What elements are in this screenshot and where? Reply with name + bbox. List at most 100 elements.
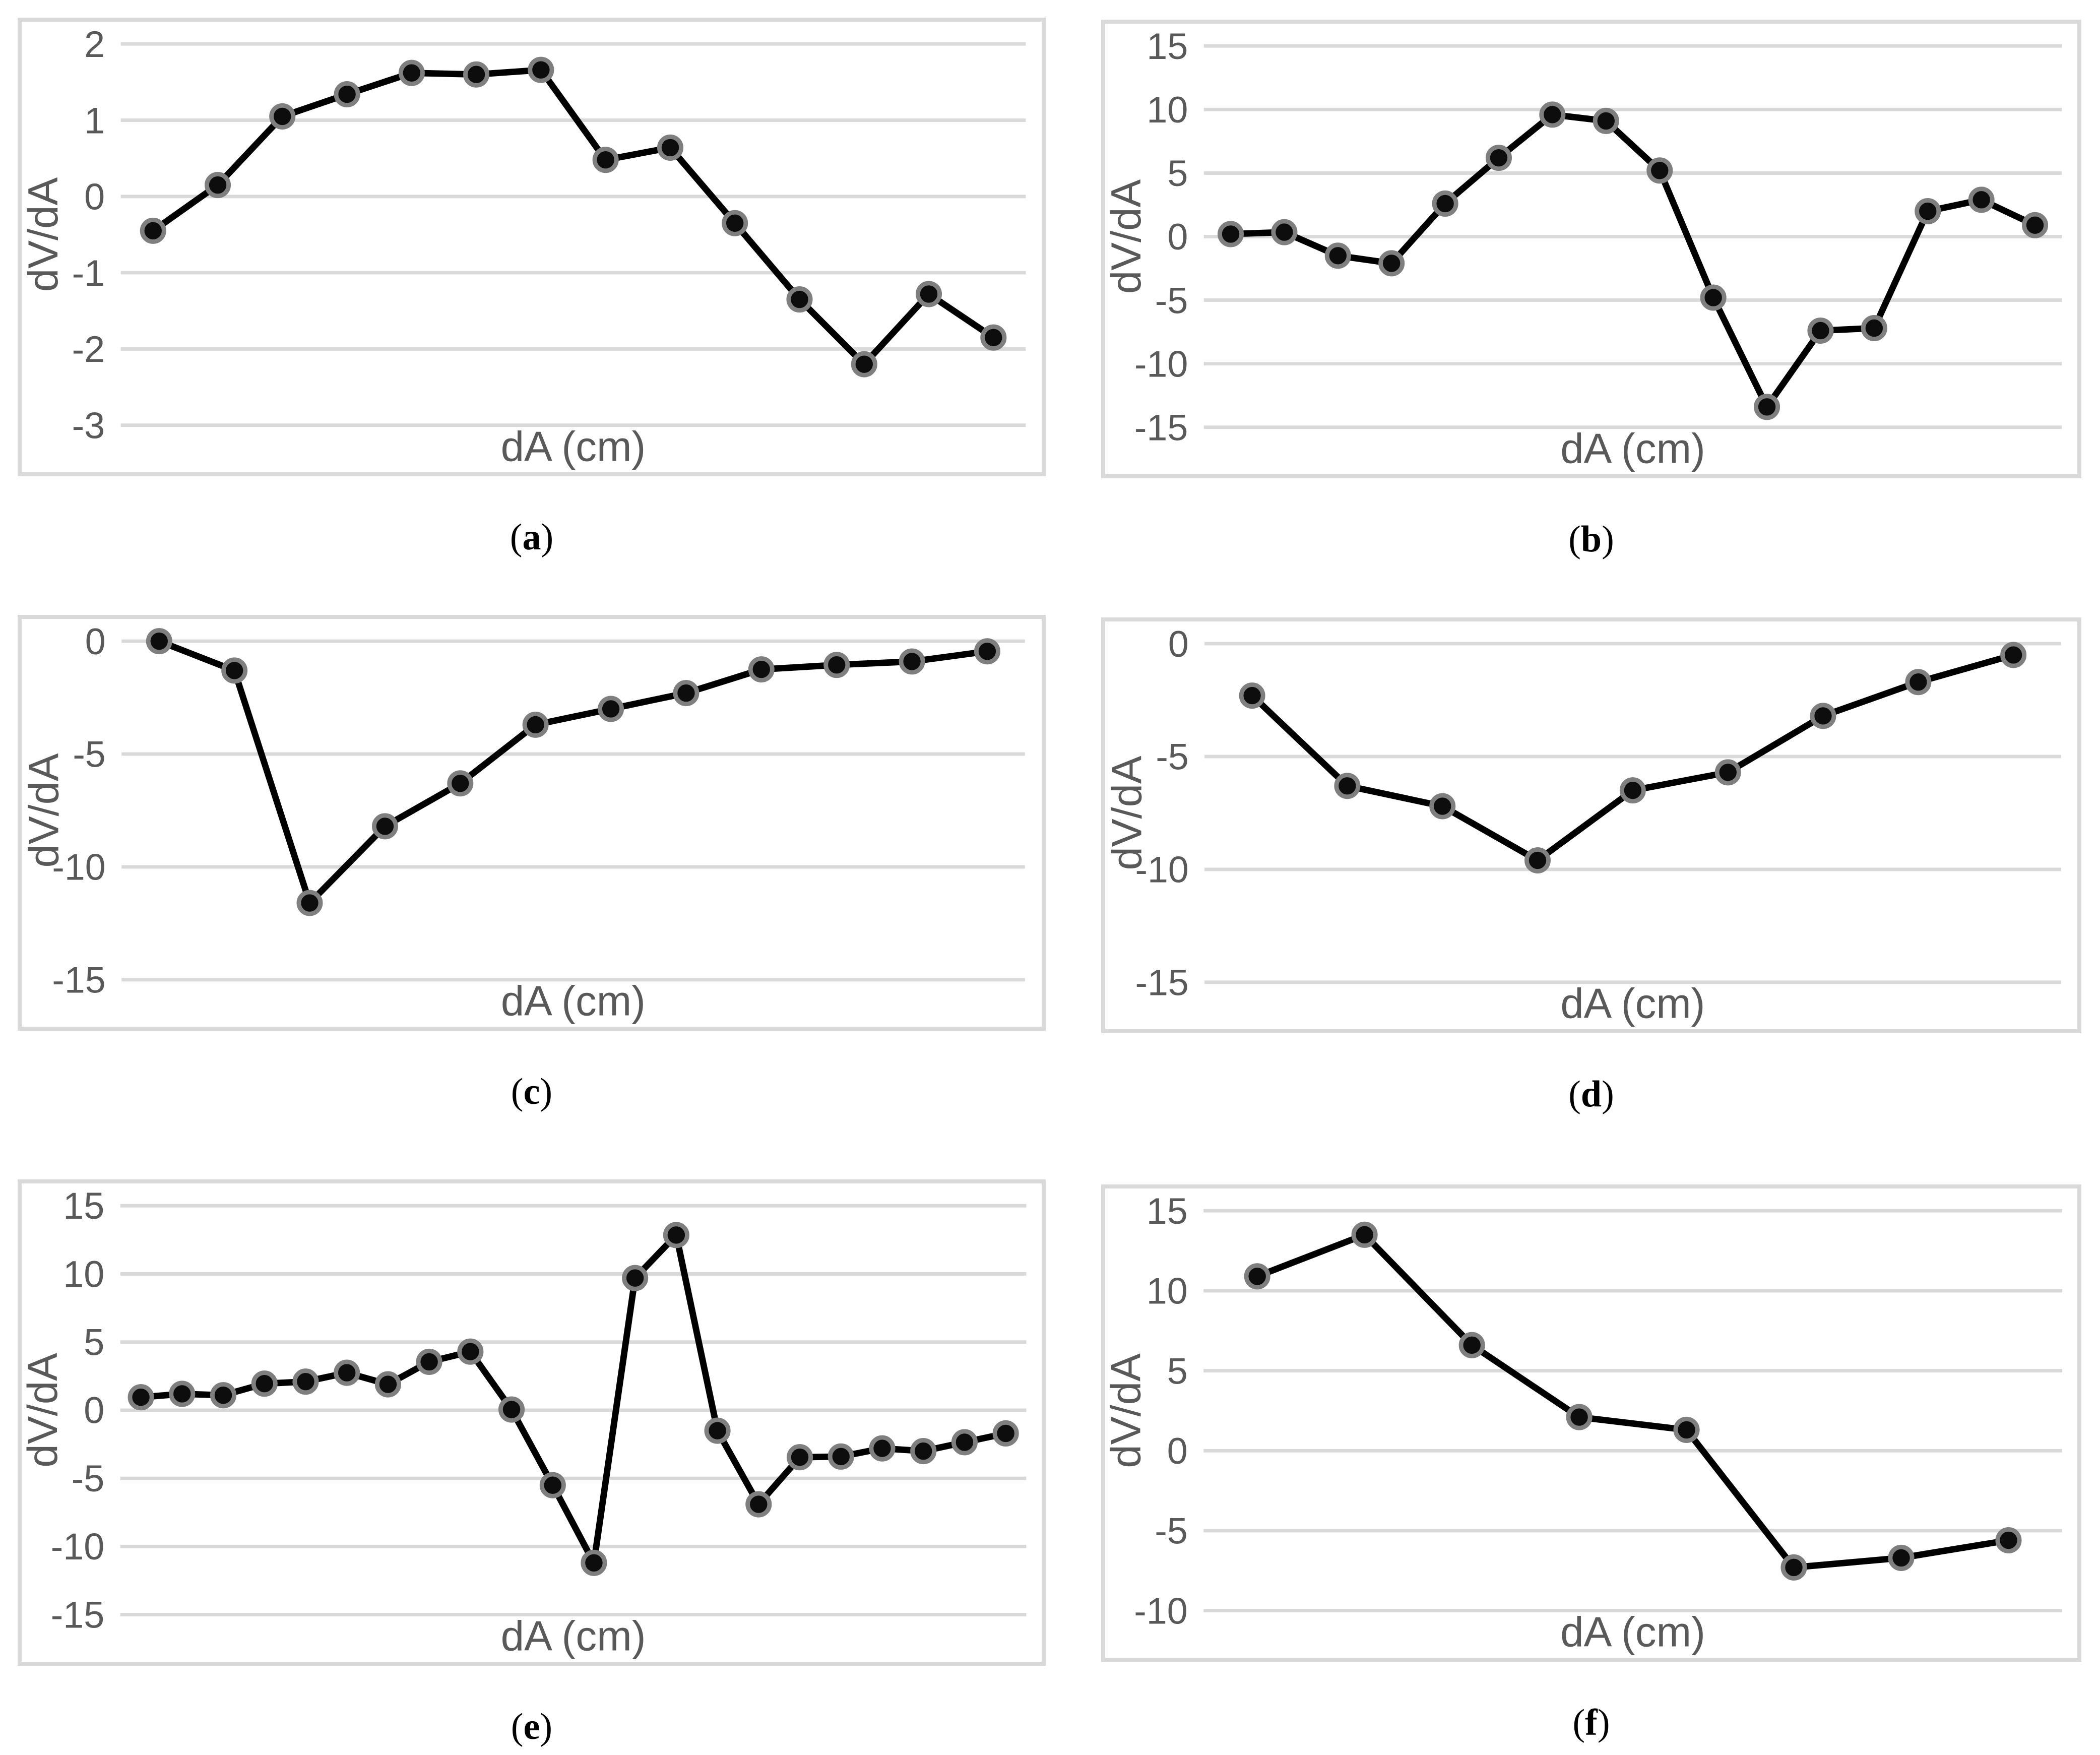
data-point-marker (528, 56, 554, 83)
y-tick-label: -15 (52, 959, 105, 1001)
data-point-marker (1324, 242, 1351, 269)
data-point-marker (828, 1443, 854, 1470)
data-point-marker (592, 147, 619, 173)
data-point-marker (296, 890, 323, 916)
y-tick-label: -2 (72, 328, 105, 370)
y-tick-label: 0 (1168, 623, 1189, 665)
data-point-marker (398, 59, 425, 86)
data-point-marker (704, 1417, 731, 1444)
data-point-marker (992, 1420, 1019, 1447)
caption-paren-open: ( (511, 1071, 524, 1112)
y-tick-label: -15 (51, 1594, 105, 1636)
y-tick-label: 0 (85, 620, 106, 662)
data-point-marker (140, 217, 166, 244)
caption-paren-close: ) (540, 1706, 553, 1747)
data-point-marker (657, 134, 684, 161)
caption-letter: e (523, 1706, 540, 1747)
x-axis-title: dA (cm) (1560, 424, 1705, 472)
data-point-marker (1217, 221, 1244, 247)
data-point-marker (1539, 101, 1566, 128)
y-tick-label: 1 (84, 99, 105, 141)
data-point-marker (974, 638, 1000, 665)
y-tick-label: 0 (84, 176, 105, 218)
y-tick-label: -3 (72, 404, 105, 446)
data-point-marker (334, 1359, 360, 1386)
data-point-marker (1378, 250, 1405, 277)
line-chart-b: 15 10 5 0 -5 -10 -15 dV/dA dA (cm) (1101, 20, 2081, 478)
data-point-marker (1968, 186, 1995, 213)
data-point-marker (334, 81, 360, 108)
data-point-marker (457, 1338, 484, 1365)
y-tick-label: -1 (72, 252, 105, 294)
y-tick-label: -15 (1134, 406, 1188, 448)
data-point-marker (663, 1222, 689, 1248)
y-tick-label: -5 (1156, 736, 1188, 778)
data-point-marker (910, 1437, 937, 1465)
data-point-marker (748, 656, 775, 683)
data-point-marker (447, 770, 474, 797)
data-point-marker (539, 1472, 566, 1498)
data-point-marker (1619, 777, 1646, 804)
data-point-marker (915, 281, 942, 307)
caption-paren-close: ) (1597, 1702, 1610, 1743)
data-point-marker (374, 1371, 401, 1398)
data-point-marker (1271, 219, 1298, 245)
data-point-marker (210, 1382, 237, 1409)
data-point-marker (1429, 793, 1456, 820)
data-point-marker (1888, 1544, 1915, 1571)
data-point-marker (169, 1381, 196, 1407)
data-point-marker (371, 813, 398, 840)
data-point-marker (522, 711, 549, 738)
y-tick-label: -10 (1134, 1590, 1188, 1632)
y-tick-label: -5 (1155, 279, 1188, 321)
data-point-marker (869, 1435, 896, 1462)
data-point-marker (1780, 1554, 1807, 1581)
caption-paren-open: ( (511, 1706, 524, 1747)
data-point-marker (1995, 1527, 2022, 1554)
caption-letter: f (1585, 1702, 1598, 1743)
figure-caption-a: (a) (18, 515, 1046, 560)
y-tick-label: 2 (84, 23, 105, 65)
x-axis-title: dA (cm) (501, 1612, 646, 1659)
y-tick-label: 10 (1147, 1270, 1188, 1312)
y-tick-label: 15 (63, 1185, 104, 1227)
y-axis-title: dV/dA (1104, 756, 1151, 870)
caption-paren-open: ( (510, 517, 523, 558)
caption-paren-close: ) (541, 517, 554, 558)
data-point-marker (1754, 394, 1780, 420)
data-point-marker (673, 680, 699, 707)
y-tick-label: -5 (73, 733, 105, 775)
data-point-marker (1915, 198, 1941, 225)
y-tick-label: 0 (84, 1390, 104, 1431)
data-point-marker (1861, 315, 1887, 342)
data-point-marker (498, 1396, 525, 1423)
y-axis-title: dV/dA (21, 753, 68, 867)
line-chart-f: 15 10 5 0 -5 -10 dV/dA dA (cm) (1101, 1184, 2081, 1662)
y-axis-title: dV/dA (19, 1353, 66, 1468)
data-point-marker (1905, 669, 1932, 696)
y-tick-label: -10 (51, 1526, 105, 1568)
y-tick-label: -5 (1155, 1510, 1188, 1552)
series-line (1254, 1231, 2012, 1571)
data-point-marker (2022, 212, 2049, 238)
y-tick-label: 0 (1167, 1430, 1188, 1472)
y-tick-label: 15 (1147, 1190, 1188, 1232)
data-point-marker (951, 1429, 978, 1456)
y-tick-label: 15 (1147, 25, 1188, 67)
data-point-marker (128, 1384, 154, 1411)
caption-letter: d (1580, 1074, 1602, 1115)
x-axis-title: dA (cm) (1560, 1608, 1705, 1655)
line-chart-c: 0 -5 -10 -15 dV/dA dA (cm) (18, 615, 1046, 1031)
data-point-marker (1646, 157, 1673, 184)
data-point-marker (786, 286, 813, 313)
data-point-marker (1485, 145, 1512, 171)
y-tick-label: -10 (1134, 343, 1188, 385)
caption-paren-close: ) (1602, 1074, 1614, 1115)
y-tick-label: -5 (72, 1458, 105, 1499)
line-chart-d: 0 -5 -10 -15 dV/dA dA (cm) (1101, 617, 2081, 1033)
data-point-marker (1334, 773, 1361, 799)
figure-panel-e: 15 10 5 0 -5 -10 -15 dV/dA dA (cm) (e) (18, 1179, 1046, 1749)
y-tick-label: -15 (1135, 962, 1189, 1004)
data-point-marker (598, 696, 624, 722)
data-point-marker (1351, 1221, 1378, 1248)
